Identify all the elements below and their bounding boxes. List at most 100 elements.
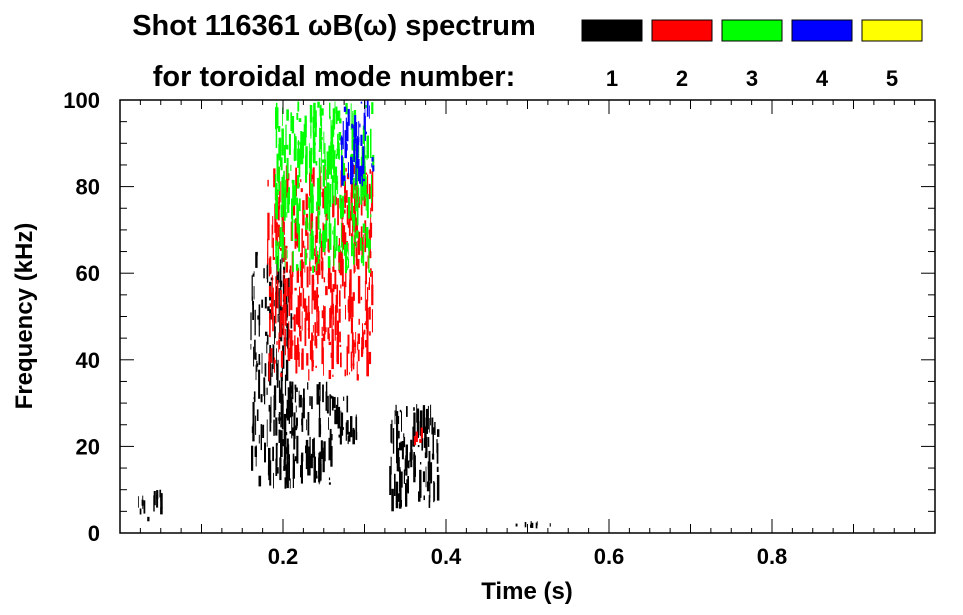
mode-2-streak xyxy=(279,310,282,338)
legend-label-mode-2: 2 xyxy=(676,66,688,91)
mode-3-streak xyxy=(347,259,350,268)
mode-1-streak xyxy=(308,446,311,476)
legend-label-mode-5: 5 xyxy=(886,66,898,91)
mode-1-streak xyxy=(294,459,295,479)
mode-2-streak xyxy=(351,332,354,346)
mode-3-streak xyxy=(322,165,326,187)
mode-3-streak xyxy=(331,182,334,204)
mode-2-streak xyxy=(309,257,311,285)
mode-2-streak xyxy=(285,261,288,273)
mode-2-streak xyxy=(291,274,293,295)
mode-2-streak xyxy=(339,290,341,307)
mode-2-streak xyxy=(287,340,290,360)
mode-3-streak xyxy=(332,108,336,130)
mode-2-streak xyxy=(363,198,366,207)
mode-1-streak xyxy=(280,404,282,421)
mode-1-streak xyxy=(305,445,306,454)
mode-1-streak xyxy=(436,443,439,464)
mode-1-streak xyxy=(275,286,278,309)
mode-2-streak xyxy=(369,222,373,238)
mode-1-streak xyxy=(277,314,279,323)
mode-4-streak xyxy=(355,142,357,155)
mode-1-streak xyxy=(272,344,274,370)
mode-2-streak xyxy=(282,314,285,336)
mode-3-streak xyxy=(324,187,326,218)
mode-1-streak xyxy=(283,459,285,468)
mode-2-streak xyxy=(346,205,349,225)
mode-2-streak xyxy=(328,248,330,253)
mode-3-streak xyxy=(364,155,367,159)
mode-3-streak xyxy=(309,105,313,123)
mode-1-streak xyxy=(278,288,280,316)
mode-1-streak xyxy=(253,346,255,367)
mode-3-streak xyxy=(356,230,359,239)
mode-1-streak xyxy=(253,286,255,300)
mode-1-streak xyxy=(294,384,297,390)
mode-2-streak xyxy=(345,304,346,320)
mode-3-streak xyxy=(305,217,308,230)
mode-1-streak xyxy=(293,412,296,436)
mode-1-streak xyxy=(265,331,268,336)
mode-4-streak xyxy=(346,143,348,151)
mode-2-streak xyxy=(325,327,327,333)
mode-3-streak xyxy=(294,185,297,206)
mode-1-streak xyxy=(407,476,409,494)
mode-3-streak xyxy=(321,117,323,136)
mode-2-streak xyxy=(365,261,367,285)
mode-1-streak xyxy=(400,471,403,488)
mode-1-streak xyxy=(405,483,408,507)
mode-2-streak xyxy=(313,290,317,310)
mode-1-streak xyxy=(276,348,277,367)
mode-2-streak xyxy=(360,296,363,301)
mode-2-streak xyxy=(332,266,335,272)
mode-2-streak xyxy=(316,254,318,281)
mode-1-streak xyxy=(422,471,425,483)
mode-2-streak xyxy=(335,305,337,314)
y-tick-label: 0 xyxy=(88,521,100,546)
mode-2-streak xyxy=(337,198,339,226)
mode-1-streak xyxy=(290,313,293,329)
mode-2-streak xyxy=(303,298,307,312)
mode-2-streak xyxy=(275,222,278,246)
mode-2-streak xyxy=(366,184,368,197)
mode-1-streak xyxy=(281,328,284,335)
mode-1-streak xyxy=(284,374,287,396)
mode-1-streak xyxy=(318,396,321,423)
legend-swatch-mode-5 xyxy=(861,19,923,42)
mode-2-streak xyxy=(323,306,326,335)
mode-3-streak xyxy=(330,141,333,170)
mode-2-streak xyxy=(272,312,274,332)
mode-2-streak xyxy=(341,258,344,287)
x-tick-label: 0.6 xyxy=(594,544,625,569)
mode-1-streak xyxy=(414,467,416,477)
mode-3-streak xyxy=(275,196,278,220)
mode-3-streak xyxy=(303,210,306,215)
mode-2-streak xyxy=(371,171,374,197)
mode-2-streak xyxy=(350,351,353,368)
mode-1-streak xyxy=(252,401,255,426)
mode-1-streak xyxy=(278,429,281,443)
mode-1-streak xyxy=(291,415,293,439)
mode-3-streak xyxy=(308,143,310,169)
mode-1-streak xyxy=(346,395,349,413)
mode-2-streak xyxy=(285,245,288,249)
mode-2-streak xyxy=(368,282,370,290)
mode-3-streak xyxy=(282,174,285,194)
mode-1-streak xyxy=(262,424,265,438)
mode-2-streak xyxy=(413,436,416,446)
mode-2-streak xyxy=(317,321,319,337)
mode-2-streak xyxy=(284,328,286,356)
mode-2-streak xyxy=(366,347,369,377)
mode-3-streak xyxy=(317,101,320,108)
mode-1-streak xyxy=(401,441,404,460)
mode-1-streak xyxy=(325,391,328,411)
mode-2-streak xyxy=(288,329,291,339)
mode-2-streak xyxy=(315,216,318,243)
mode-3-streak xyxy=(299,142,302,165)
mode-1-streak xyxy=(311,396,313,410)
mode-3-streak xyxy=(298,198,301,212)
mode-3-streak xyxy=(356,202,359,226)
mode-1-streak xyxy=(287,323,289,349)
mode-2-streak xyxy=(278,332,280,344)
mode-2-streak xyxy=(369,331,371,336)
